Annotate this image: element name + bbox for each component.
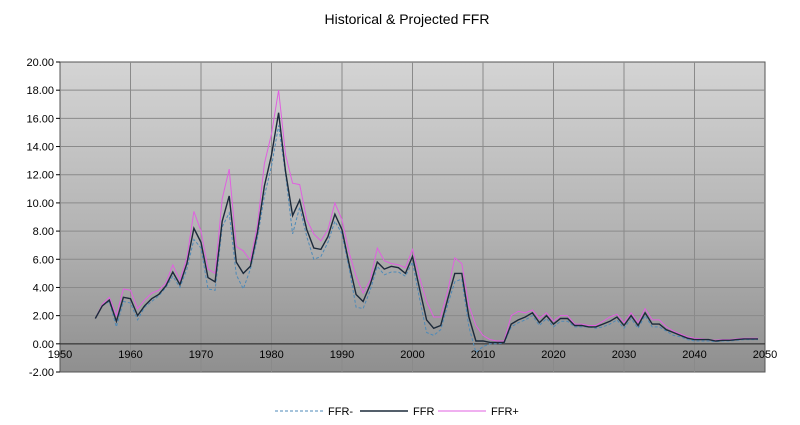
legend-label: FFR- [328, 406, 353, 418]
chart-title: Historical & Projected FFR [325, 11, 490, 27]
x-tick-label: 1980 [259, 349, 283, 361]
y-tick-label: 14.00 [26, 142, 54, 154]
x-tick-label: 2050 [753, 349, 777, 361]
series-lines [94, 90, 758, 354]
x-tick-label: 1970 [189, 349, 213, 361]
y-tick-label: 20.00 [26, 57, 54, 69]
legend-label: FFR+ [491, 406, 519, 418]
legend-label: FFR [413, 406, 434, 418]
x-tick-label: 2040 [682, 349, 706, 361]
y-tick-label: 0.00 [33, 339, 54, 351]
y-tick-label: 12.00 [26, 170, 54, 182]
x-tick-label: 2000 [400, 349, 424, 361]
x-tick-label: 1990 [330, 349, 354, 361]
y-tick-label: 8.00 [33, 226, 54, 238]
y-tick-label: 6.00 [33, 254, 54, 266]
x-tick-label: 2010 [471, 349, 495, 361]
y-tick-label: 2.00 [33, 311, 54, 323]
x-tick-label: 1950 [48, 349, 72, 361]
y-tick-label: 10.00 [26, 198, 54, 210]
y-tick-label: -2.00 [29, 367, 54, 379]
series-line-ffr [94, 112, 758, 344]
legend: FFR- FFR FFR+ [275, 406, 519, 418]
series-line-ffrminus [94, 125, 758, 354]
y-tick-label: 16.00 [26, 113, 54, 125]
y-tick-label: 4.00 [33, 282, 54, 294]
y-tick-label: 18.00 [26, 85, 54, 97]
x-tick-label: 2030 [612, 349, 636, 361]
series-line-ffrplus [94, 90, 758, 342]
x-tick-label: 2020 [541, 349, 565, 361]
x-tick-label: 1960 [118, 349, 142, 361]
axes: 20.00 18.00 16.00 14.00 12.00 10.00 8.00 6.00 4.… [26, 57, 777, 379]
